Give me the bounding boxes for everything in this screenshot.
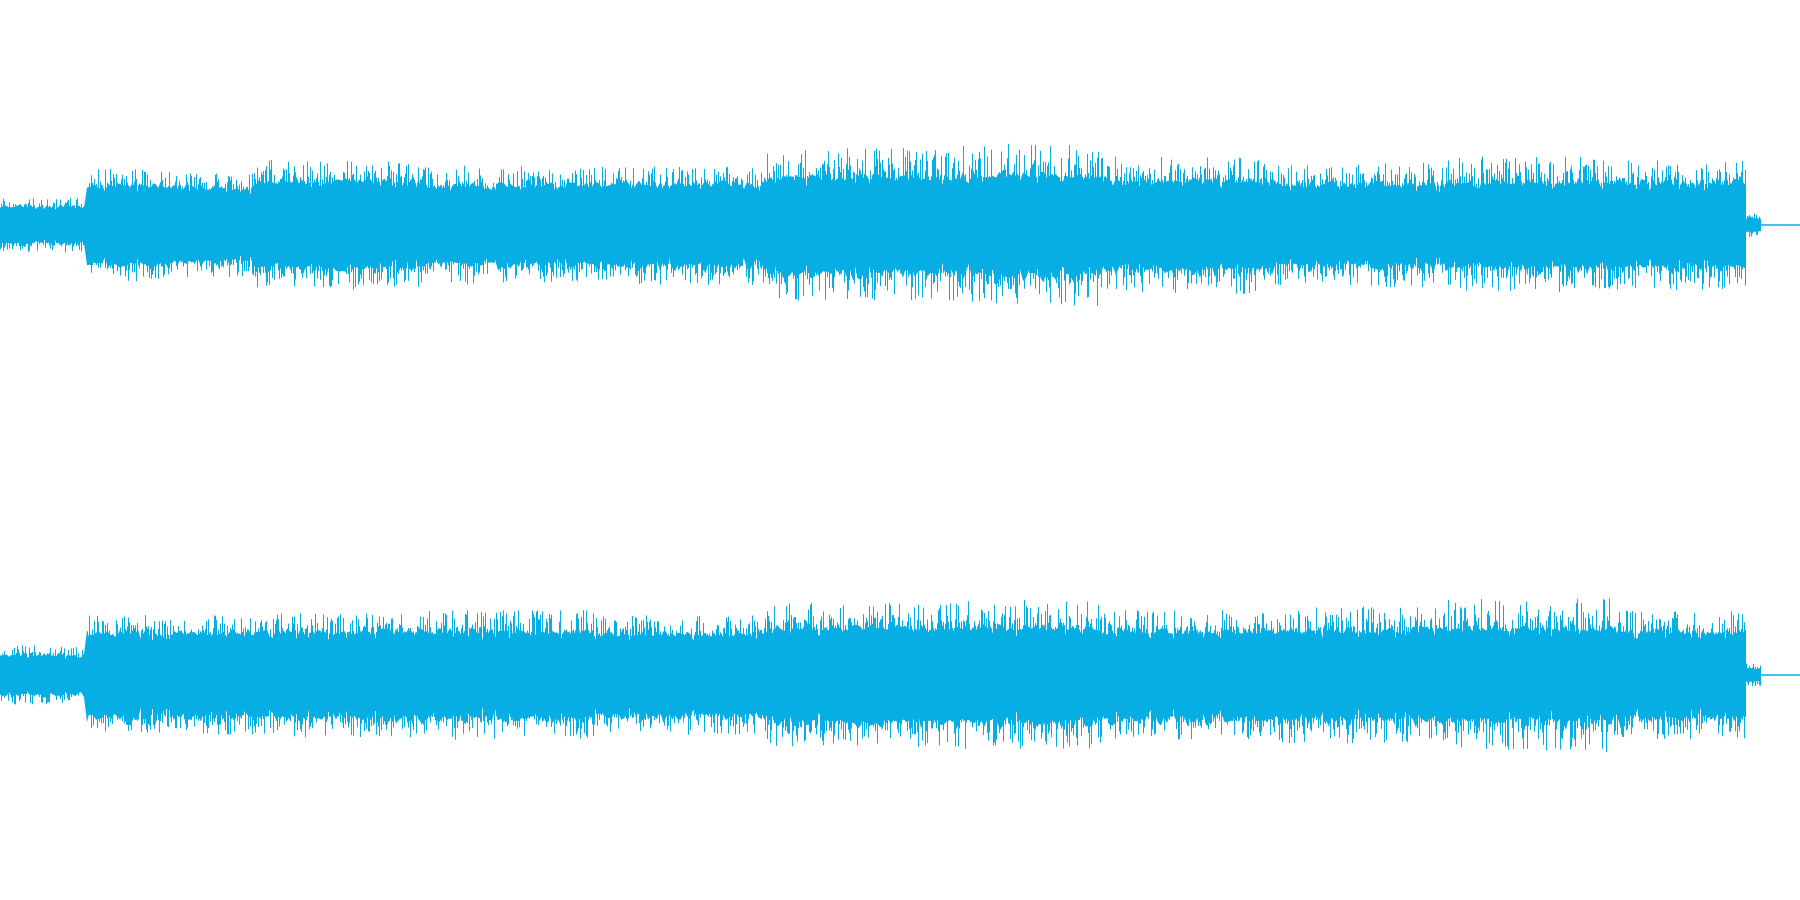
waveform-right-svg <box>0 598 1800 753</box>
waveform-left-svg <box>0 143 1800 306</box>
waveform-channel-left <box>0 100 1800 350</box>
waveform-channel-right <box>0 550 1800 800</box>
waveform-peaks <box>0 143 1761 306</box>
waveform-peaks <box>0 598 1761 753</box>
